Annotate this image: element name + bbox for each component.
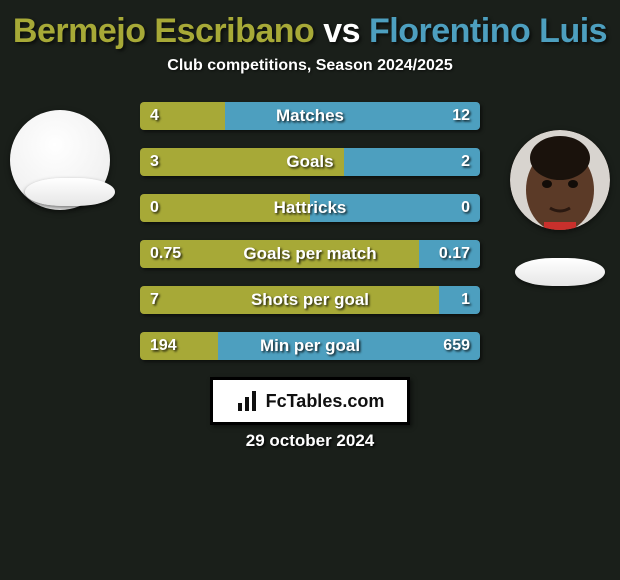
player2-name: Florentino Luis xyxy=(369,12,607,50)
bar-segment-right xyxy=(344,148,480,176)
stat-row: Goals per match0.750.17 xyxy=(0,231,620,277)
comparison-title: Bermejo Escribano vs Florentino Luis xyxy=(0,0,620,57)
bar-track xyxy=(140,148,480,176)
stats-chart: Matches412Goals32Hattricks00Goals per ma… xyxy=(0,93,620,369)
chart-icon xyxy=(236,389,260,413)
bar-segment-left xyxy=(140,286,439,314)
player1-name: Bermejo Escribano xyxy=(13,12,314,50)
stat-row: Hattricks00 xyxy=(0,185,620,231)
bar-track xyxy=(140,240,480,268)
subtitle: Club competitions, Season 2024/2025 xyxy=(0,57,620,75)
bar-segment-right xyxy=(218,332,480,360)
bar-track xyxy=(140,102,480,130)
stat-row: Min per goal194659 xyxy=(0,323,620,369)
bar-segment-left xyxy=(140,102,225,130)
bar-track xyxy=(140,194,480,222)
stat-row: Shots per goal71 xyxy=(0,277,620,323)
bar-track xyxy=(140,332,480,360)
bar-segment-left xyxy=(140,194,310,222)
bar-segment-left xyxy=(140,148,344,176)
vs-text: vs xyxy=(314,12,369,50)
stat-row: Matches412 xyxy=(0,93,620,139)
bar-segment-right xyxy=(419,240,480,268)
site-logo: FcTables.com xyxy=(210,377,410,425)
chart-date: 29 october 2024 xyxy=(0,431,620,451)
bar-track xyxy=(140,286,480,314)
bar-segment-left xyxy=(140,332,218,360)
bar-segment-right xyxy=(310,194,480,222)
bar-segment-right xyxy=(439,286,480,314)
bar-segment-right xyxy=(225,102,480,130)
site-name: FcTables.com xyxy=(266,391,385,412)
stat-row: Goals32 xyxy=(0,139,620,185)
bar-segment-left xyxy=(140,240,419,268)
